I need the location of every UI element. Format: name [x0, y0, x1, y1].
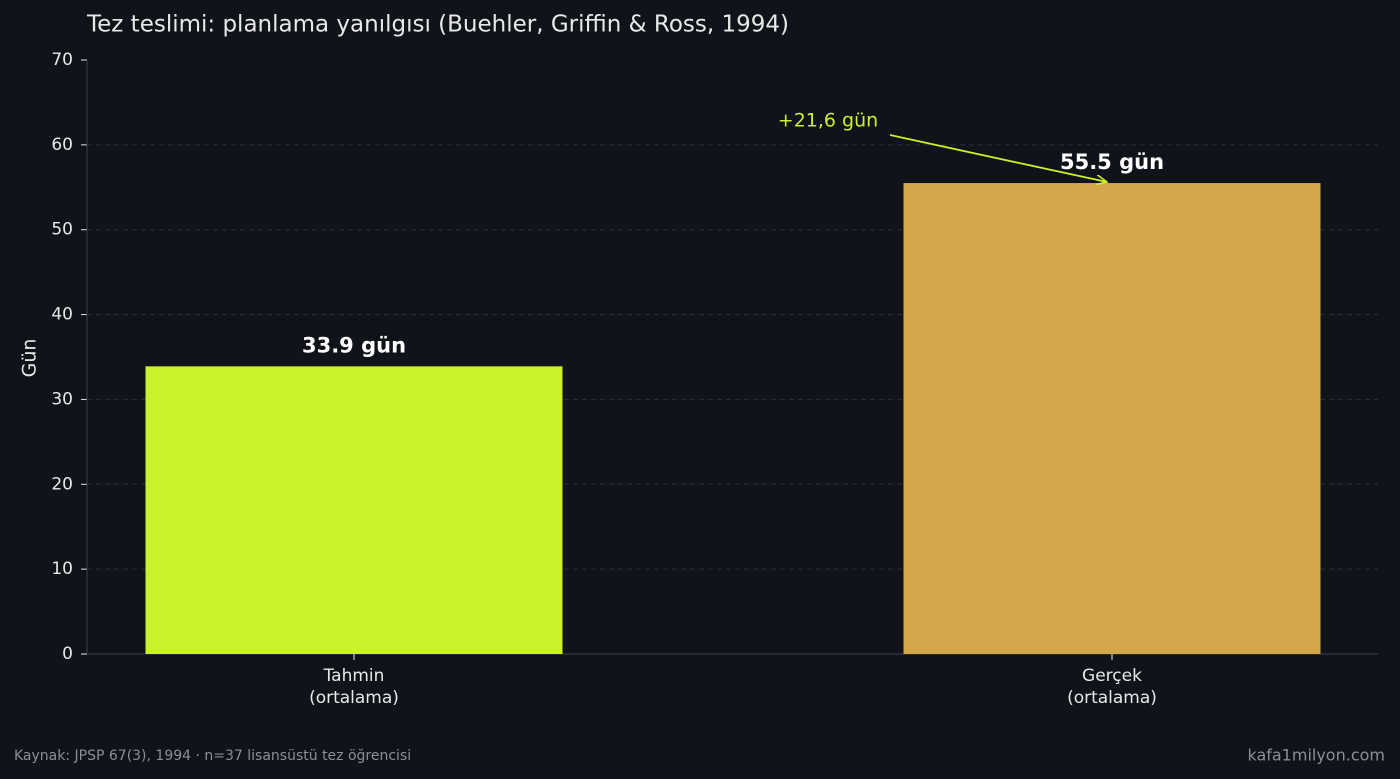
y-tick-label: 10: [51, 559, 73, 579]
chart-title: Tez teslimi: planlama yanılgısı (Buehler…: [86, 12, 789, 38]
x-tick-line: Tahmin: [323, 666, 385, 686]
y-tick-label: 30: [51, 389, 73, 409]
y-tick-label: 0: [62, 644, 73, 664]
y-tick-label: 50: [51, 220, 73, 240]
y-axis-label: Gün: [19, 339, 41, 378]
x-tick-line: (ortalama): [1067, 688, 1157, 708]
y-tick-label: 70: [51, 50, 73, 70]
annotation-arrow: [889, 134, 1107, 182]
bar: [903, 183, 1321, 655]
x-tick-label: Gerçek (ortalama): [1067, 666, 1157, 708]
source-note: Kaynak: JPSP 67(3), 1994 · n=37 lisansüs…: [14, 748, 411, 764]
site-label: kafa1milyon.com: [1247, 746, 1385, 765]
bar: [145, 366, 563, 654]
value-label: 33.9 gün: [302, 333, 406, 357]
x-tick-line: (ortalama): [309, 688, 399, 708]
y-tick-label: 40: [51, 305, 73, 325]
y-tick-label: 60: [51, 135, 73, 155]
y-tick-label: 20: [51, 474, 73, 494]
annotation: +21,6 gün: [778, 110, 878, 132]
x-tick-label: Tahmin (ortalama): [309, 666, 399, 708]
value-label: 55.5 gün: [1060, 150, 1164, 174]
x-tick-line: Gerçek: [1082, 666, 1142, 686]
